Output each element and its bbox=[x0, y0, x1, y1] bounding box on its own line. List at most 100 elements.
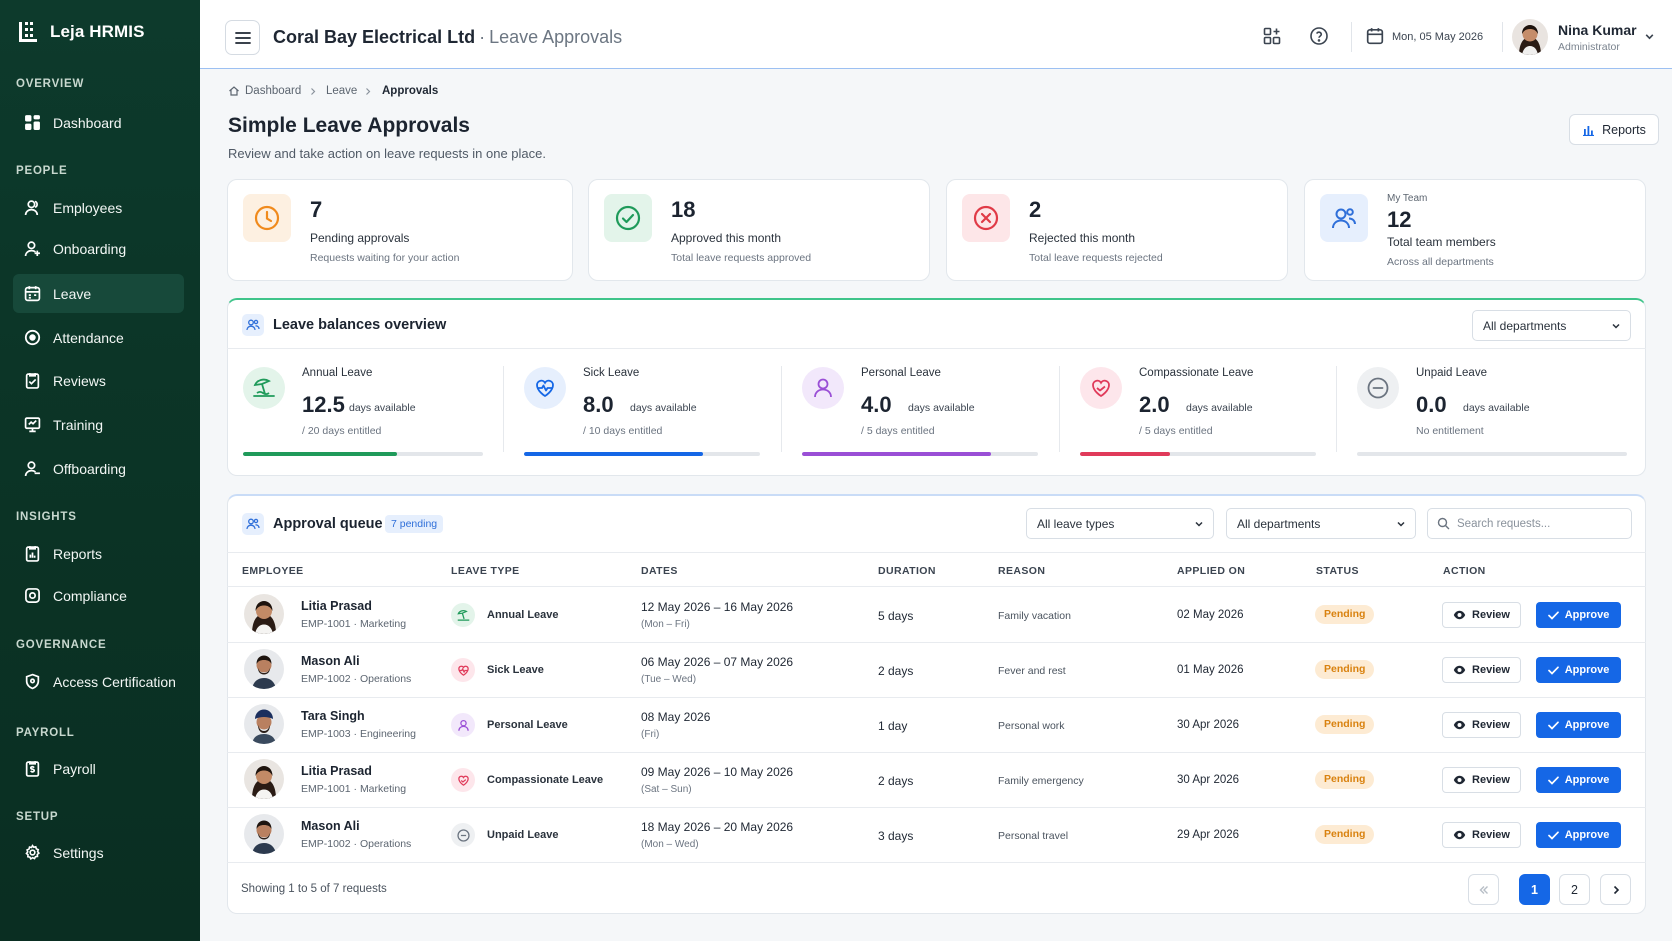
balance-divider bbox=[503, 366, 504, 452]
sidebar-item-offboarding[interactable]: Offboarding bbox=[13, 449, 184, 488]
queue-department-select[interactable]: All departments bbox=[1226, 508, 1416, 539]
sidebar-item-settings[interactable]: Settings bbox=[13, 833, 184, 872]
employee-name[interactable]: Mason Ali bbox=[301, 819, 360, 833]
sidebar-item-payroll[interactable]: Payroll bbox=[13, 749, 184, 788]
table-row[interactable]: Mason Ali EMP-1002 · Operations Unpaid L… bbox=[227, 807, 1646, 862]
leave-reason: Personal work bbox=[998, 720, 1065, 732]
balances-department-select[interactable]: All departments bbox=[1472, 310, 1631, 341]
sidebar-item-reports[interactable]: Reports bbox=[13, 534, 184, 573]
column-header-employee[interactable]: EMPLOYEE bbox=[242, 565, 304, 577]
employee-name[interactable]: Mason Ali bbox=[301, 654, 360, 668]
check-icon bbox=[1547, 610, 1559, 620]
breadcrumb-leave[interactable]: Leave bbox=[326, 85, 358, 97]
stat-value: 7 bbox=[310, 197, 323, 222]
user-name[interactable]: Nina Kumar bbox=[1558, 22, 1637, 38]
stat-card-my-team[interactable]: My Team 12 Total team members Across all… bbox=[1304, 179, 1646, 281]
pagination-next-button[interactable] bbox=[1600, 874, 1631, 905]
sidebar-item-access-certification[interactable]: Access Certification bbox=[13, 662, 184, 701]
employee-id-department: EMP-1002 · Operations bbox=[301, 838, 412, 850]
column-header-dates[interactable]: DATES bbox=[641, 565, 678, 577]
stat-card-pending[interactable]: 7 Pending approvals Requests waiting for… bbox=[227, 179, 573, 281]
sidebar-item-label: Onboarding bbox=[53, 240, 127, 257]
status-badge: Pending bbox=[1315, 825, 1375, 844]
leave-reason: Personal travel bbox=[998, 830, 1069, 842]
approve-button[interactable]: Approve bbox=[1536, 712, 1621, 738]
apps-grid-icon[interactable] bbox=[1262, 26, 1282, 46]
training-icon bbox=[24, 417, 41, 433]
balance-unpaid-leave[interactable]: Unpaid Leave 0.0 days available No entit… bbox=[1357, 352, 1627, 457]
reports-icon bbox=[25, 546, 40, 562]
column-header-status[interactable]: STATUS bbox=[1316, 565, 1359, 577]
column-header-duration[interactable]: DURATION bbox=[878, 565, 936, 577]
approve-button[interactable]: Approve bbox=[1536, 822, 1621, 848]
applied-on: 30 Apr 2026 bbox=[1177, 774, 1240, 786]
employee-name[interactable]: Litia Prasad bbox=[301, 599, 372, 613]
employee-name[interactable]: Tara Singh bbox=[301, 709, 365, 723]
table-row[interactable]: Mason Ali EMP-1002 · Operations Sick Lea… bbox=[227, 642, 1646, 697]
approve-button[interactable]: Approve bbox=[1536, 657, 1621, 683]
sidebar-item-onboarding[interactable]: Onboarding bbox=[13, 229, 184, 268]
chevron-down-icon[interactable] bbox=[1644, 31, 1655, 42]
reports-button[interactable]: Reports bbox=[1569, 114, 1659, 145]
breadcrumb-approvals: Approvals bbox=[382, 85, 439, 97]
review-button[interactable]: Review bbox=[1442, 712, 1521, 738]
sidebar-item-reviews[interactable]: Reviews bbox=[13, 361, 184, 400]
menu-toggle-button[interactable] bbox=[225, 20, 260, 55]
sidebar-item-attendance[interactable]: Attendance bbox=[13, 318, 184, 357]
breadcrumb-dashboard[interactable]: Dashboard bbox=[245, 85, 302, 97]
compliance-icon bbox=[25, 588, 40, 603]
home-icon[interactable] bbox=[228, 85, 240, 97]
help-icon[interactable] bbox=[1309, 26, 1329, 46]
balance-compassionate-leave[interactable]: Compassionate Leave 2.0 days available /… bbox=[1080, 352, 1325, 457]
stat-value: 12 bbox=[1387, 207, 1412, 232]
nav-section-governance: GOVERNANCE bbox=[16, 639, 107, 651]
pagination-first-button[interactable] bbox=[1468, 874, 1499, 905]
column-header-reason[interactable]: REASON bbox=[998, 565, 1046, 577]
status-badge: Pending bbox=[1315, 770, 1375, 789]
table-row[interactable]: Litia Prasad EMP-1001 · Marketing Annual… bbox=[227, 587, 1646, 642]
balance-name: Personal Leave bbox=[861, 367, 941, 379]
sidebar-item-employees[interactable]: Employees bbox=[13, 188, 184, 227]
pagination-page-1[interactable]: 1 bbox=[1519, 874, 1550, 905]
search-icon bbox=[1437, 517, 1450, 530]
row-divider bbox=[227, 642, 1646, 643]
review-button[interactable]: Review bbox=[1442, 767, 1521, 793]
table-row[interactable]: Litia Prasad EMP-1001 · Marketing Compas… bbox=[227, 752, 1646, 807]
balance-value: 12.5 bbox=[302, 392, 345, 417]
leave-duration: 2 days bbox=[878, 664, 914, 678]
review-button[interactable]: Review bbox=[1442, 657, 1521, 683]
review-button[interactable]: Review bbox=[1442, 822, 1521, 848]
heart-pulse-icon bbox=[536, 379, 554, 398]
employee-name[interactable]: Litia Prasad bbox=[301, 764, 372, 778]
page-subtitle: Review and take action on leave requests… bbox=[228, 146, 546, 161]
approve-button[interactable]: Approve bbox=[1536, 767, 1621, 793]
stat-card-approved[interactable]: 18 Approved this month Total leave reque… bbox=[588, 179, 930, 281]
row-divider bbox=[227, 807, 1646, 808]
leave-type-icon-box bbox=[451, 603, 475, 627]
sidebar-item-dashboard[interactable]: Dashboard bbox=[13, 103, 184, 142]
column-header-applied-on[interactable]: APPLIED ON bbox=[1177, 565, 1246, 577]
nav-section-insights: INSIGHTS bbox=[16, 511, 77, 523]
section-icon-box bbox=[242, 314, 264, 336]
sidebar-item-label: Employees bbox=[53, 199, 123, 216]
brand[interactable]: Leja HRMIS bbox=[16, 20, 145, 44]
review-button[interactable]: Review bbox=[1442, 602, 1521, 628]
table-row[interactable]: Tara Singh EMP-1003 · Engineering Person… bbox=[227, 697, 1646, 752]
pagination-page-2[interactable]: 2 bbox=[1559, 874, 1590, 905]
balance-entitlement: / 20 days entitled bbox=[302, 425, 382, 437]
user-avatar[interactable] bbox=[1512, 19, 1548, 55]
balance-personal-leave[interactable]: Personal Leave 4.0 days available / 5 da… bbox=[802, 352, 1047, 457]
sidebar-item-training[interactable]: Training bbox=[13, 405, 184, 444]
balance-divider bbox=[781, 366, 782, 452]
approve-button[interactable]: Approve bbox=[1536, 602, 1621, 628]
sidebar-item-leave[interactable]: Leave bbox=[13, 274, 184, 313]
balance-annual-leave[interactable]: Annual Leave 12.5 days available / 20 da… bbox=[243, 352, 488, 457]
balance-sick-leave[interactable]: Sick Leave 8.0 days available / 10 days … bbox=[524, 352, 769, 457]
leave-type-select[interactable]: All leave types bbox=[1026, 508, 1214, 539]
column-header-leave-type[interactable]: LEAVE TYPE bbox=[451, 565, 520, 577]
sidebar-item-label: Payroll bbox=[53, 760, 96, 777]
stat-card-rejected[interactable]: 2 Rejected this month Total leave reques… bbox=[946, 179, 1288, 281]
sidebar-item-compliance[interactable]: Compliance bbox=[13, 576, 184, 615]
search-requests-input[interactable]: Search requests... bbox=[1427, 508, 1632, 539]
employee-id-department: EMP-1001 · Marketing bbox=[301, 783, 407, 795]
